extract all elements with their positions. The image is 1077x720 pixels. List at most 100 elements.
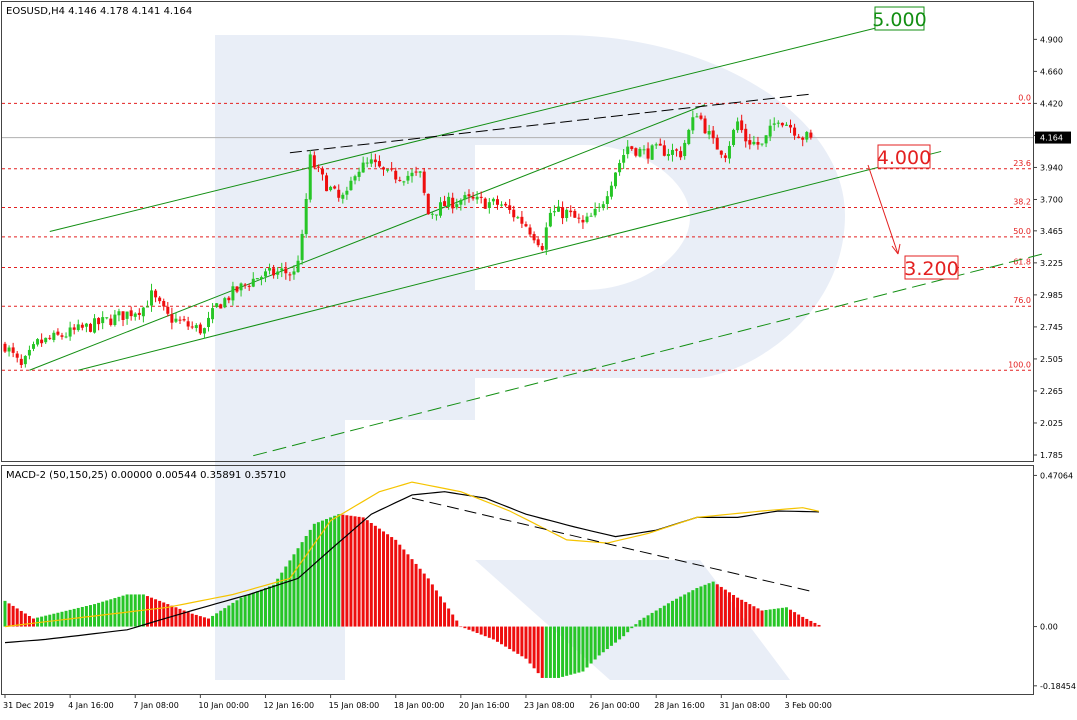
macd-histogram-bar[interactable]	[357, 516, 361, 627]
candle-body[interactable]	[219, 304, 223, 309]
macd-histogram-bar[interactable]	[662, 605, 666, 627]
candle-body[interactable]	[215, 303, 219, 308]
macd-histogram-bar[interactable]	[76, 607, 80, 627]
candle-body[interactable]	[516, 217, 520, 219]
macd-histogram-bar[interactable]	[723, 589, 727, 627]
macd-histogram-bar[interactable]	[410, 559, 414, 627]
macd-histogram-bar[interactable]	[609, 626, 613, 646]
macd-histogram-bar[interactable]	[15, 608, 19, 627]
macd-histogram-bar[interactable]	[255, 591, 259, 627]
candle-body[interactable]	[251, 278, 255, 287]
macd-histogram-bar[interactable]	[239, 597, 243, 627]
candle-body[interactable]	[361, 162, 365, 173]
macd-histogram-bar[interactable]	[764, 609, 768, 627]
macd-histogram-bar[interactable]	[316, 522, 320, 627]
candle-body[interactable]	[243, 284, 247, 286]
candle-body[interactable]	[170, 314, 174, 323]
candle-body[interactable]	[44, 337, 48, 343]
candle-body[interactable]	[593, 208, 597, 216]
macd-histogram-bar[interactable]	[430, 584, 434, 627]
macd-histogram-bar[interactable]	[740, 599, 744, 627]
candle-body[interactable]	[581, 219, 585, 223]
candle-body[interactable]	[3, 343, 7, 352]
candle-body[interactable]	[325, 175, 329, 192]
macd-histogram-bar[interactable]	[235, 600, 239, 627]
candle-body[interactable]	[349, 180, 353, 191]
candle-body[interactable]	[129, 310, 133, 317]
candle-body[interactable]	[15, 353, 19, 358]
macd-histogram-bar[interactable]	[280, 572, 284, 627]
candle-body[interactable]	[699, 115, 703, 119]
candle-body[interactable]	[736, 121, 740, 131]
candle-body[interactable]	[365, 162, 369, 164]
macd-histogram-bar[interactable]	[463, 626, 467, 629]
macd-histogram-bar[interactable]	[125, 594, 129, 627]
candle-body[interactable]	[410, 172, 414, 177]
candle-body[interactable]	[711, 130, 715, 139]
candle-body[interactable]	[93, 318, 97, 333]
macd-histogram-bar[interactable]	[194, 614, 198, 627]
candle-body[interactable]	[154, 290, 158, 298]
macd-histogram-bar[interactable]	[166, 604, 170, 627]
macd-histogram-bar[interactable]	[504, 626, 508, 647]
macd-histogram-bar[interactable]	[215, 613, 219, 627]
candle-body[interactable]	[776, 122, 780, 124]
candle-body[interactable]	[406, 175, 410, 181]
candle-body[interactable]	[296, 260, 300, 273]
candle-body[interactable]	[23, 355, 27, 365]
candle-body[interactable]	[284, 268, 288, 274]
macd-histogram-bar[interactable]	[345, 515, 349, 627]
macd-histogram-bar[interactable]	[752, 606, 756, 627]
macd-histogram-bar[interactable]	[614, 626, 617, 643]
candle-body[interactable]	[182, 319, 186, 321]
macd-histogram-bar[interactable]	[670, 600, 674, 627]
macd-histogram-bar[interactable]	[251, 592, 255, 627]
macd-histogram-bar[interactable]	[382, 531, 386, 627]
macd-histogram-bar[interactable]	[276, 578, 280, 627]
macd-histogram-bar[interactable]	[93, 604, 97, 627]
macd-histogram-bar[interactable]	[414, 563, 418, 627]
macd-histogram-bar[interactable]	[695, 588, 699, 627]
candle-body[interactable]	[316, 166, 320, 168]
candle-body[interactable]	[752, 141, 756, 145]
candle-body[interactable]	[662, 145, 666, 156]
candle-body[interactable]	[223, 298, 227, 308]
macd-histogram-bar[interactable]	[154, 599, 158, 627]
macd-histogram-bar[interactable]	[540, 626, 544, 678]
candle-body[interactable]	[394, 170, 398, 180]
candle-body[interactable]	[744, 128, 748, 142]
macd-histogram-bar[interactable]	[703, 584, 707, 627]
macd-histogram-bar[interactable]	[72, 608, 76, 627]
candle-body[interactable]	[80, 324, 84, 328]
candle-body[interactable]	[304, 198, 308, 235]
macd-histogram-bar[interactable]	[373, 525, 377, 627]
candle-body[interactable]	[487, 202, 491, 208]
macd-histogram-bar[interactable]	[707, 583, 711, 627]
macd-histogram-bar[interactable]	[569, 626, 573, 675]
macd-histogram-bar[interactable]	[377, 528, 381, 627]
candle-body[interactable]	[52, 332, 56, 340]
candle-body[interactable]	[288, 274, 292, 276]
candle-body[interactable]	[528, 227, 532, 235]
candle-body[interactable]	[329, 186, 333, 191]
candle-body[interactable]	[150, 290, 154, 306]
candle-body[interactable]	[748, 140, 752, 145]
candle-body[interactable]	[31, 344, 35, 349]
candle-body[interactable]	[756, 142, 760, 145]
macd-histogram-bar[interactable]	[727, 592, 731, 627]
candle-body[interactable]	[280, 268, 284, 271]
candle-body[interactable]	[386, 169, 390, 171]
candle-body[interactable]	[268, 268, 272, 271]
candle-body[interactable]	[345, 190, 349, 195]
macd-histogram-bar[interactable]	[56, 612, 60, 627]
macd-histogram-bar[interactable]	[760, 610, 764, 627]
candle-body[interactable]	[137, 312, 141, 315]
macd-histogram-bar[interactable]	[3, 600, 7, 627]
candle-body[interactable]	[84, 323, 88, 327]
candle-body[interactable]	[7, 347, 11, 352]
candle-body[interactable]	[166, 306, 170, 314]
candle-body[interactable]	[68, 327, 72, 337]
macd-histogram-bar[interactable]	[642, 617, 646, 627]
candle-body[interactable]	[479, 196, 483, 198]
macd-histogram-bar[interactable]	[459, 626, 463, 628]
